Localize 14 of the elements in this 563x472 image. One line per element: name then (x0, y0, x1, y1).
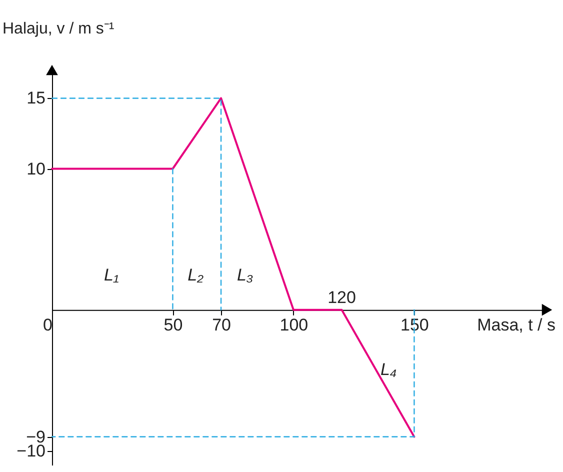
annotation: L₂ (188, 265, 204, 284)
y-axis-title: Halaju, v / m s⁻¹ (2, 20, 114, 38)
x-tick-label: 0 (43, 315, 52, 334)
annotation: L₄ (380, 360, 397, 380)
x-tick-label: 100 (280, 315, 308, 334)
x-tick-label: 50 (164, 315, 183, 334)
annotation: L₃ (236, 265, 254, 284)
x-tick-label: 150 (400, 315, 429, 334)
x-axis-title: Masa, t / s (477, 315, 556, 334)
annotation: L₁ (104, 265, 119, 284)
annotation: 120 (328, 288, 356, 307)
x-tick-label: 70 (212, 315, 231, 334)
y-tick-label: 10 (26, 159, 46, 178)
y-tick-label: 15 (26, 88, 46, 108)
